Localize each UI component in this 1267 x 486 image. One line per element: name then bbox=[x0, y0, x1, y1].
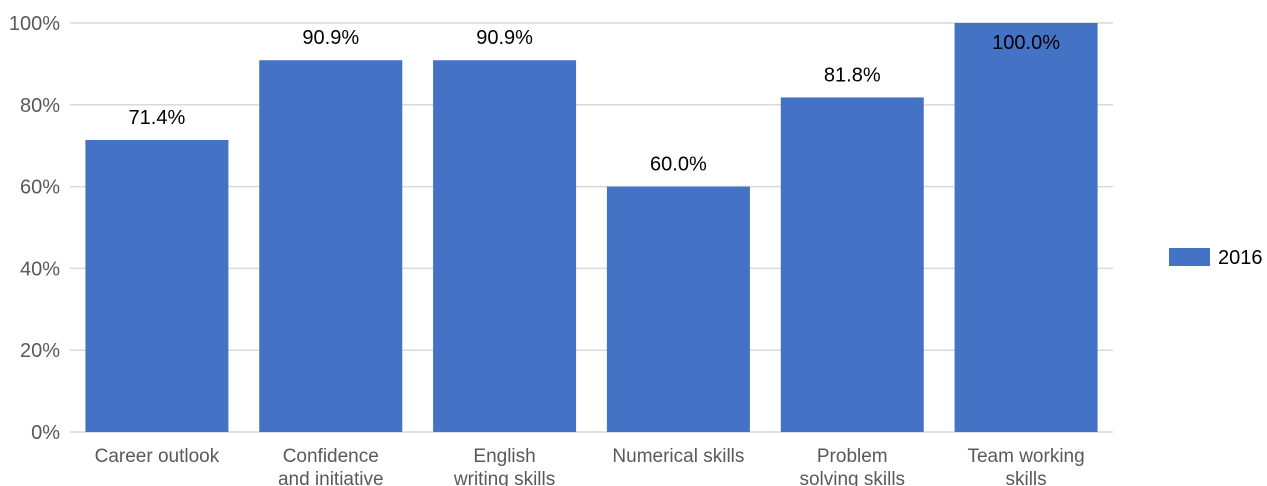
x-tick-label-line: Team working bbox=[967, 446, 1084, 467]
data-label: 60.0% bbox=[650, 154, 707, 176]
x-tick-label: Confidence and initiative bbox=[278, 446, 384, 486]
x-tick-label-line: and initiative bbox=[278, 469, 384, 486]
y-tick-label: 100% bbox=[9, 13, 60, 35]
x-tick-label-line: solving skills bbox=[799, 469, 905, 486]
legend-swatch bbox=[1169, 248, 1210, 266]
y-tick-label: 60% bbox=[20, 177, 60, 199]
y-tick-label: 80% bbox=[20, 95, 60, 117]
x-tick-label: Problem solving skills bbox=[799, 446, 905, 486]
legend: 2016 bbox=[1169, 247, 1263, 269]
x-axis: Career outlook Confidence and initiative En… bbox=[95, 446, 1085, 486]
x-tick-label-line: Confidence bbox=[283, 446, 379, 467]
data-label: 90.9% bbox=[302, 27, 359, 49]
bar bbox=[780, 97, 924, 433]
x-tick-label-line: Numerical skills bbox=[612, 446, 744, 467]
data-label: 71.4% bbox=[129, 107, 186, 129]
y-tick-label: 40% bbox=[20, 258, 60, 280]
x-tick-label-line: writing skills bbox=[453, 469, 555, 486]
data-label: 90.9% bbox=[476, 27, 533, 49]
x-tick-label: Numerical skills bbox=[612, 446, 744, 467]
x-tick-label: English writing skills bbox=[453, 446, 555, 486]
bar bbox=[606, 186, 750, 432]
x-tick-label-line: English bbox=[473, 446, 535, 467]
bar bbox=[259, 60, 403, 433]
bar bbox=[85, 139, 229, 432]
x-tick-label: Team working skills bbox=[967, 446, 1084, 486]
data-label: 100.0% bbox=[992, 32, 1060, 54]
y-axis: 0% 20% 40% 60% 80% 100% bbox=[9, 13, 60, 444]
bars bbox=[85, 23, 1098, 433]
bar bbox=[954, 23, 1098, 432]
y-tick-label: 0% bbox=[31, 422, 60, 444]
x-tick-label-line: Problem bbox=[817, 446, 888, 467]
bar bbox=[433, 60, 577, 433]
legend-label: 2016 bbox=[1218, 247, 1263, 269]
gridlines bbox=[70, 22, 1113, 433]
y-tick-label: 20% bbox=[20, 340, 60, 362]
data-labels: 71.4% 90.9% 90.9% 60.0% 81.8% 100.0% bbox=[129, 27, 1061, 175]
x-tick-label-line: Career outlook bbox=[95, 446, 220, 467]
x-tick-label-line: skills bbox=[1005, 469, 1046, 486]
x-tick-label: Career outlook bbox=[95, 446, 220, 467]
data-label: 81.8% bbox=[824, 64, 881, 86]
